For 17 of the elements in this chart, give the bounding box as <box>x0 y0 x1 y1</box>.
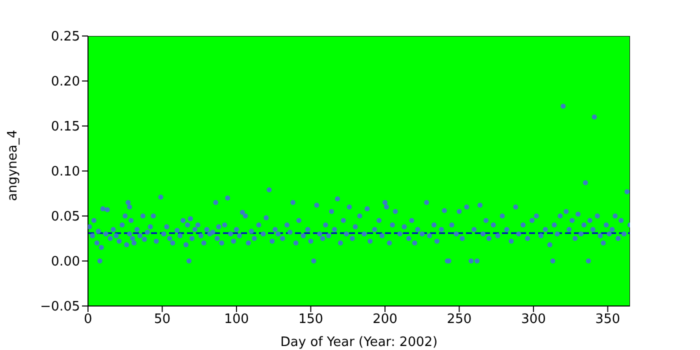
y-tick-label: −0.05 <box>40 300 80 315</box>
y-tick-label: 0.10 <box>51 164 80 180</box>
y-tick-label: 0.15 <box>51 120 80 135</box>
x-axis-title: Day of Year (Year: 2002) <box>280 335 438 350</box>
x-tick-label: 200 <box>372 312 398 328</box>
y-tick-label: 0.00 <box>51 254 80 270</box>
y-axis-title: angynea_4 <box>6 130 21 201</box>
x-tick-label: 150 <box>298 312 324 328</box>
y-tick-label: 0.25 <box>51 30 80 45</box>
x-tick-label: 0 <box>84 312 92 328</box>
x-tick-label: 50 <box>154 312 171 328</box>
y-tick-label: 0.05 <box>51 210 80 225</box>
y-tick-label: 0.20 <box>51 74 80 90</box>
x-tick-label: 100 <box>224 312 249 328</box>
x-tick-label: 250 <box>446 312 472 328</box>
x-tick-label: 300 <box>521 312 546 328</box>
x-tick-label: 350 <box>595 312 620 328</box>
